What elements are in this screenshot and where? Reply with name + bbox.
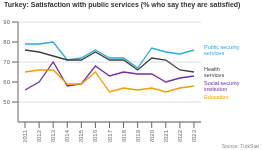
- svg-text:2017: 2017: [107, 129, 113, 142]
- svg-text:90: 90: [8, 19, 11, 25]
- svg-text:2023: 2023: [191, 129, 197, 142]
- svg-text:50: 50: [8, 99, 11, 105]
- svg-text:2014: 2014: [64, 129, 70, 142]
- html-text:Turkey: Satisfaction with publ: Turkey: Satisfaction with public service…: [4, 1, 241, 8]
- svg-text:2021: 2021: [163, 129, 169, 142]
- svg-text:2013: 2013: [50, 129, 56, 142]
- html-text:Education: Education: [204, 93, 229, 100]
- svg-text:2011: 2011: [22, 129, 28, 142]
- svg-text:2019: 2019: [135, 129, 141, 142]
- svg-text:80: 80: [8, 39, 11, 45]
- svg-text:2015: 2015: [78, 129, 84, 142]
- svg-text:2018: 2018: [121, 129, 127, 142]
- svg-text:2020: 2020: [149, 129, 155, 142]
- svg-text:70: 70: [8, 59, 11, 65]
- html-text:Social security institution: Social security institution: [204, 79, 240, 92]
- svg-text:2012: 2012: [36, 129, 42, 142]
- svg-text:2022: 2022: [177, 129, 183, 142]
- svg-text:2016: 2016: [92, 129, 98, 142]
- html-text:Health services: Health services: [204, 65, 225, 78]
- html-text:Source: TurkStat: Source: TurkStat: [221, 143, 259, 149]
- html-text:Public security services: Public security services: [204, 43, 240, 56]
- svg-text:60: 60: [8, 79, 11, 85]
